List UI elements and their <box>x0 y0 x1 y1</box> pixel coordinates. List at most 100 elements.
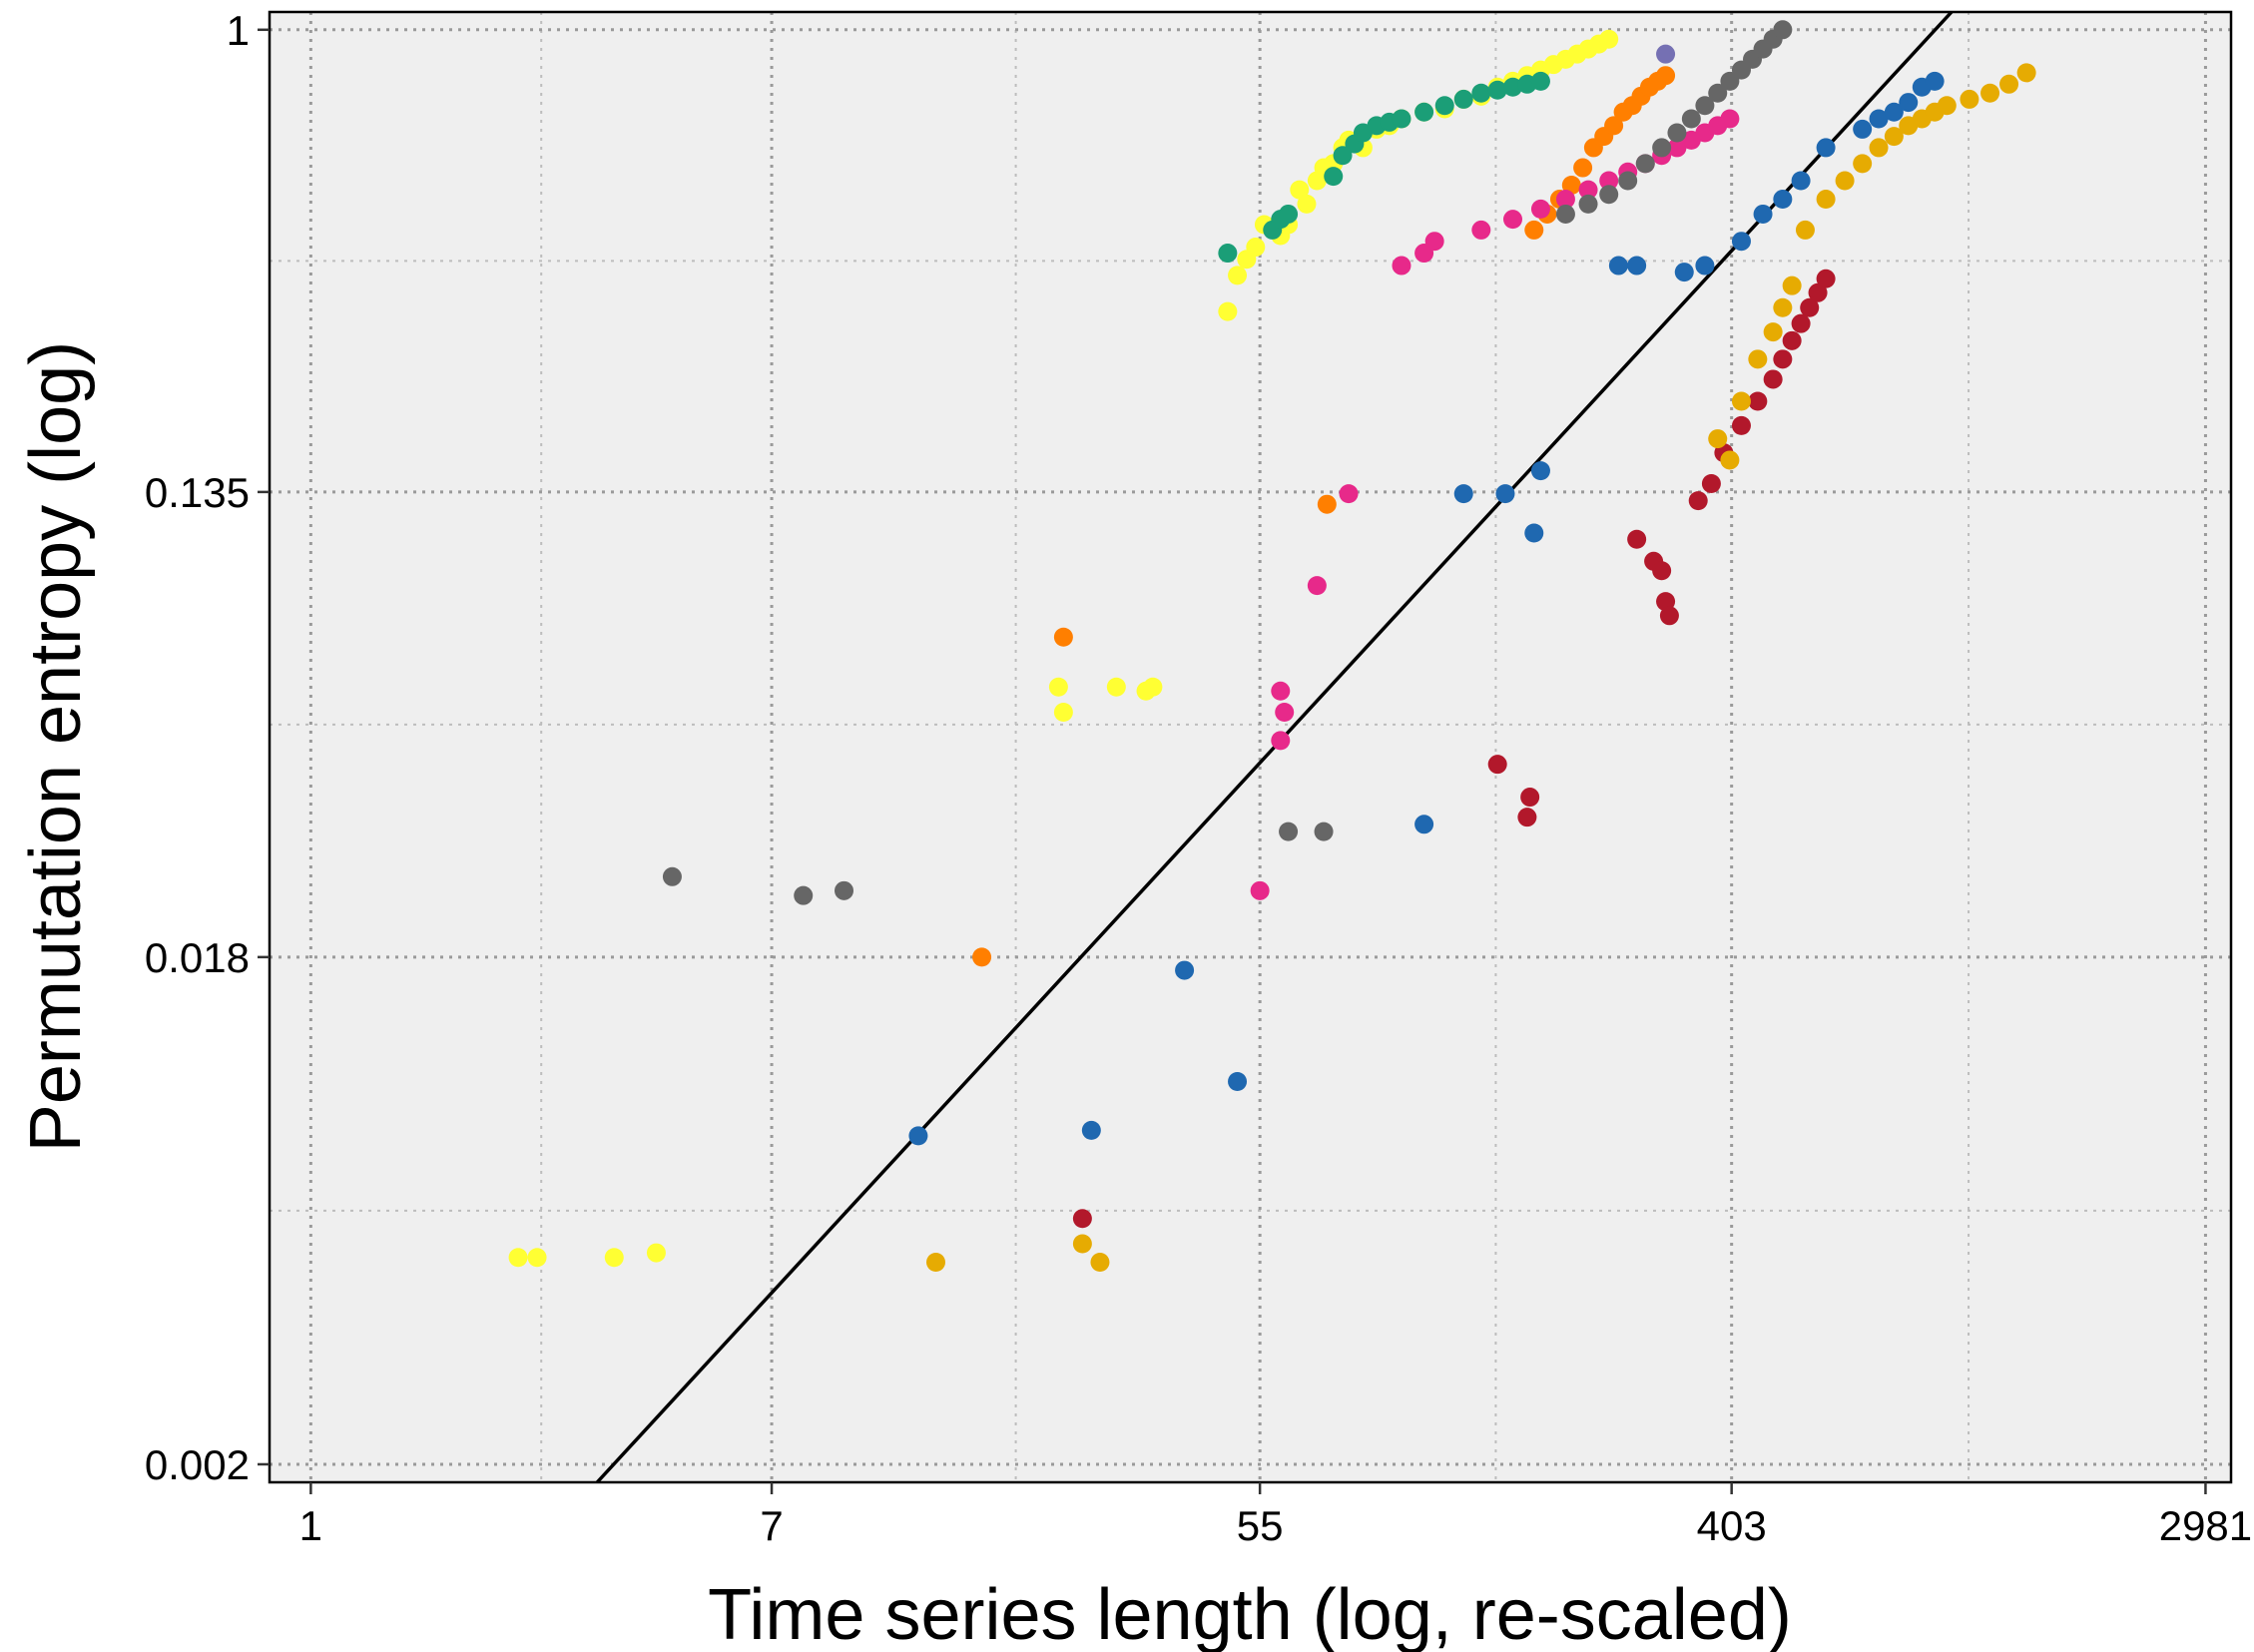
data-point <box>1635 154 1655 174</box>
data-point <box>1317 494 1337 514</box>
data-point <box>1271 731 1291 751</box>
data-point <box>1307 576 1327 596</box>
data-point <box>1667 123 1687 143</box>
data-point <box>1275 703 1295 723</box>
data-point <box>1530 461 1550 481</box>
data-point <box>1884 127 1904 147</box>
data-point <box>1869 109 1889 129</box>
data-point <box>1434 96 1454 116</box>
data-point <box>926 1253 946 1273</box>
data-point <box>1835 171 1855 191</box>
plot-background <box>270 12 2231 1482</box>
data-point <box>1072 1234 1092 1254</box>
data-point <box>1720 109 1740 129</box>
data-point <box>908 1126 928 1146</box>
data-point <box>1290 180 1310 200</box>
data-point <box>1720 450 1740 470</box>
data-point <box>1695 96 1715 116</box>
x-tick-label: 1 <box>299 1502 322 1549</box>
data-point <box>1090 1253 1110 1273</box>
data-point <box>1502 210 1522 230</box>
data-point <box>1471 83 1491 103</box>
y-tick-label: 0.002 <box>145 1441 250 1488</box>
data-point <box>1279 204 1299 224</box>
data-point <box>1072 1209 1092 1229</box>
data-point <box>1228 266 1248 285</box>
data-point <box>1659 606 1679 626</box>
data-point <box>1795 220 1815 240</box>
data-point <box>2016 63 2036 83</box>
data-point <box>1175 960 1195 980</box>
data-point <box>1471 220 1491 240</box>
data-point <box>972 947 992 967</box>
data-point <box>1333 146 1353 166</box>
data-point <box>1816 138 1836 158</box>
x-axis-title: Time series length (log, re-scaled) <box>708 1575 1792 1652</box>
data-point <box>1731 415 1751 435</box>
data-point <box>646 1243 666 1263</box>
y-tick-label: 0.135 <box>145 469 250 516</box>
data-point <box>662 866 682 886</box>
data-point <box>1773 349 1793 369</box>
data-point <box>1791 171 1811 191</box>
data-point <box>1884 102 1904 122</box>
data-point <box>1599 185 1619 205</box>
data-point <box>1652 561 1672 581</box>
data-point <box>1773 190 1793 210</box>
data-point <box>1524 523 1544 543</box>
data-point <box>1782 330 1802 350</box>
data-point <box>1782 275 1802 295</box>
data-point <box>508 1248 528 1268</box>
data-point <box>1627 256 1647 275</box>
data-point <box>1487 80 1507 100</box>
data-point <box>1701 473 1721 493</box>
data-point <box>1414 815 1434 834</box>
data-point <box>1960 89 1979 109</box>
data-point <box>1688 491 1708 511</box>
data-point <box>1453 89 1473 109</box>
y-axis-title: Permutation entropy (log) <box>16 341 96 1152</box>
y-tick-label: 0.018 <box>145 934 250 981</box>
data-point <box>1578 180 1598 200</box>
plot-border <box>268 10 2233 1484</box>
data-point <box>1925 71 1945 91</box>
tick-labels: 1 7 55 403 2981 0.002 0.018 0.135 1 <box>145 7 2252 1549</box>
axis-ticks <box>258 28 2207 1494</box>
data-point <box>1681 109 1701 129</box>
data-point <box>1392 109 1411 129</box>
data-point <box>1314 822 1334 841</box>
data-point <box>1708 83 1728 103</box>
data-point <box>1800 297 1820 317</box>
x-tick-label: 2981 <box>2159 1502 2252 1549</box>
data-point <box>1517 808 1537 827</box>
data-point <box>1608 256 1628 275</box>
data-point <box>1816 190 1836 210</box>
data-point <box>1763 322 1783 342</box>
data-point <box>1048 677 1068 697</box>
data-point <box>1816 269 1836 288</box>
data-point <box>1599 29 1619 49</box>
data-point <box>1652 138 1672 158</box>
data-points <box>508 20 2036 1273</box>
data-point <box>1339 484 1359 504</box>
x-tick-label: 403 <box>1697 1502 1767 1549</box>
data-point <box>604 1248 624 1268</box>
y-tick-label: 1 <box>227 7 250 54</box>
data-point <box>1081 1120 1101 1140</box>
data-point <box>1520 788 1540 808</box>
data-point <box>1246 238 1266 258</box>
data-point <box>1773 297 1793 317</box>
data-point <box>1053 703 1073 723</box>
data-point <box>1524 220 1544 240</box>
data-point <box>1618 171 1638 191</box>
data-point <box>1324 167 1344 187</box>
data-point <box>1250 880 1270 900</box>
data-point <box>1573 158 1593 178</box>
data-point <box>1053 627 1073 647</box>
data-point <box>1271 681 1291 701</box>
data-point <box>1453 484 1473 504</box>
data-point <box>1599 171 1619 191</box>
data-point <box>1502 77 1522 97</box>
data-point <box>1937 96 1957 116</box>
data-point <box>1530 71 1550 91</box>
